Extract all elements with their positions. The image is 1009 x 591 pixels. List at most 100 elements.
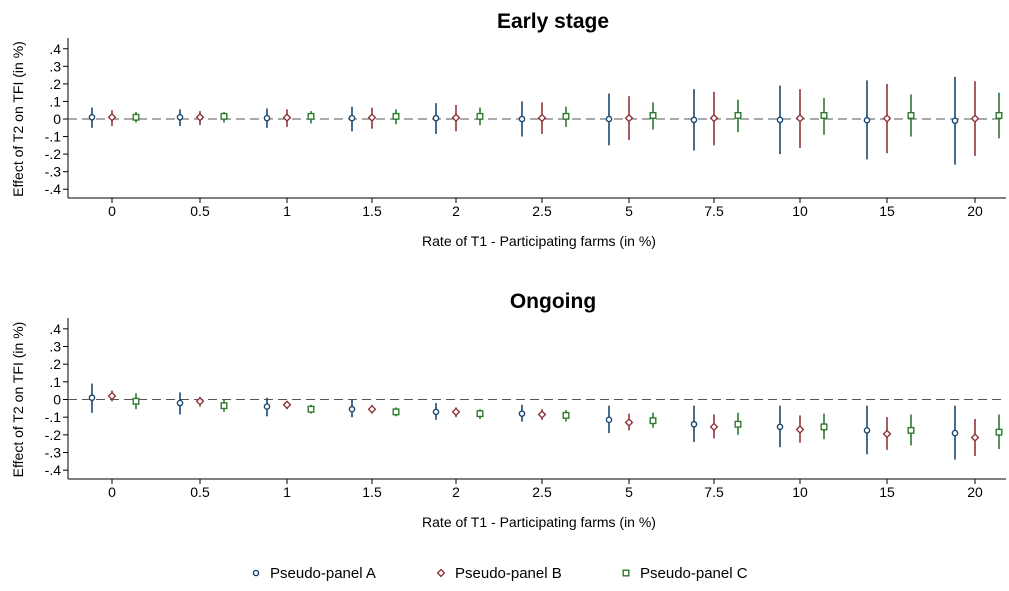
data-point xyxy=(882,114,892,123)
data-point xyxy=(605,115,613,123)
data-point xyxy=(970,114,980,124)
data-point xyxy=(282,400,292,410)
y-tick-label: .4 xyxy=(49,41,61,57)
x-tick-label: 5 xyxy=(625,203,633,219)
y-tick-label: .2 xyxy=(49,76,61,92)
data-point xyxy=(220,402,228,410)
data-point xyxy=(107,391,117,401)
x-tick-label: 20 xyxy=(967,484,983,500)
data-point xyxy=(995,111,1003,119)
x-tick-label: 2.5 xyxy=(532,203,552,219)
y-tick-label: .1 xyxy=(49,374,61,390)
data-point xyxy=(795,113,805,123)
data-point xyxy=(367,113,377,122)
x-tick-label: 15 xyxy=(879,203,895,219)
y-tick-label: -.2 xyxy=(45,146,62,162)
series-c xyxy=(132,393,1003,449)
y-tick-label: -.1 xyxy=(45,409,62,425)
data-point xyxy=(176,399,184,407)
data-point xyxy=(132,397,140,405)
data-point xyxy=(776,116,784,124)
legend-label: Pseudo-panel A xyxy=(270,565,376,582)
legend-marker-diamond xyxy=(436,568,446,578)
series-a xyxy=(88,383,959,460)
y-tick-label: 0 xyxy=(53,392,61,408)
data-point xyxy=(776,423,784,431)
data-point xyxy=(709,422,719,432)
data-point xyxy=(863,427,871,434)
data-point xyxy=(88,113,96,121)
y-tick-label: -.3 xyxy=(45,445,62,461)
x-axis-label: Rate of T1 - Participating farms (in %) xyxy=(422,233,656,249)
legend: Pseudo-panel A Pseudo-panel B Pseudo-panel… xyxy=(252,565,748,582)
data-point xyxy=(907,426,915,434)
chart-title: Ongoing xyxy=(510,290,596,313)
data-point xyxy=(348,114,356,122)
x-tick-label: 7.5 xyxy=(704,203,724,219)
data-point xyxy=(562,112,570,120)
data-point xyxy=(307,112,315,120)
series-c xyxy=(132,92,1003,139)
data-point xyxy=(518,115,526,123)
chart-panel-2: Ongoing.4.3.2.10-.1-.2-.3-.40 0.5 1 1.5 2 2.5… xyxy=(10,290,1006,530)
data-point xyxy=(392,408,400,416)
data-point xyxy=(282,113,292,122)
y-tick-label: .1 xyxy=(49,93,61,109)
data-point xyxy=(195,112,205,122)
data-point xyxy=(820,423,828,431)
data-point xyxy=(476,112,484,120)
legend-item-a: Pseudo-panel A xyxy=(252,565,376,582)
data-point xyxy=(605,416,613,424)
x-tick-label: 1.5 xyxy=(362,484,382,500)
y-tick-label: -.3 xyxy=(45,164,62,180)
y-tick-label: .2 xyxy=(49,356,61,372)
data-point xyxy=(951,117,959,125)
data-point xyxy=(624,418,634,427)
legend-item-c: Pseudo-panel C xyxy=(622,565,748,582)
y-tick-label: -.4 xyxy=(45,181,62,197)
data-point xyxy=(951,429,959,437)
data-point xyxy=(451,113,461,123)
x-tick-label: 7.5 xyxy=(704,484,724,500)
data-point xyxy=(518,410,526,417)
y-tick-label: .3 xyxy=(49,58,61,74)
legend-label: Pseudo-panel B xyxy=(455,565,562,582)
data-point xyxy=(690,116,698,124)
y-axis-label: Effect of T2 on TFI (in %) xyxy=(10,322,26,478)
data-point xyxy=(432,408,440,416)
x-tick-label: 5 xyxy=(625,484,633,500)
legend-label: Pseudo-panel C xyxy=(640,565,748,582)
data-point xyxy=(195,396,205,406)
data-point xyxy=(176,113,184,121)
y-tick-label: 0 xyxy=(53,111,61,127)
x-tick-label: 0.5 xyxy=(190,203,210,219)
legend-item-b: Pseudo-panel B xyxy=(436,565,562,582)
x-tick-label: 10 xyxy=(792,203,808,219)
x-tick-label: 2 xyxy=(452,484,460,500)
data-point xyxy=(734,420,742,428)
x-tick-label: 15 xyxy=(879,484,895,500)
x-tick-label: 1 xyxy=(283,484,291,500)
x-axis-label: Rate of T1 - Participating farms (in %) xyxy=(422,514,656,530)
data-point xyxy=(795,425,805,434)
data-point xyxy=(476,410,484,418)
data-point xyxy=(734,111,742,119)
x-tick-label: 0.5 xyxy=(190,484,210,500)
y-tick-label: -.4 xyxy=(45,462,62,478)
data-point xyxy=(537,113,547,123)
data-point xyxy=(690,420,698,428)
legend-marker-circle xyxy=(252,569,260,577)
data-point xyxy=(392,112,400,120)
x-tick-label: 1 xyxy=(283,203,291,219)
x-tick-label: 0 xyxy=(108,203,116,219)
data-point xyxy=(863,116,871,124)
x-tick-label: 1.5 xyxy=(362,203,382,219)
chart-panel-1: Early stage .4.3 .2.1 0 -.1-.2 -.3-.4 0 0.5 1 1.5… xyxy=(10,10,1006,249)
data-point xyxy=(263,114,271,122)
x-tick-label: 2.5 xyxy=(532,484,552,500)
y-tick-label: .4 xyxy=(49,321,61,337)
data-point xyxy=(367,404,377,414)
series-a xyxy=(88,76,959,165)
y-tick-label: -.2 xyxy=(45,427,62,443)
